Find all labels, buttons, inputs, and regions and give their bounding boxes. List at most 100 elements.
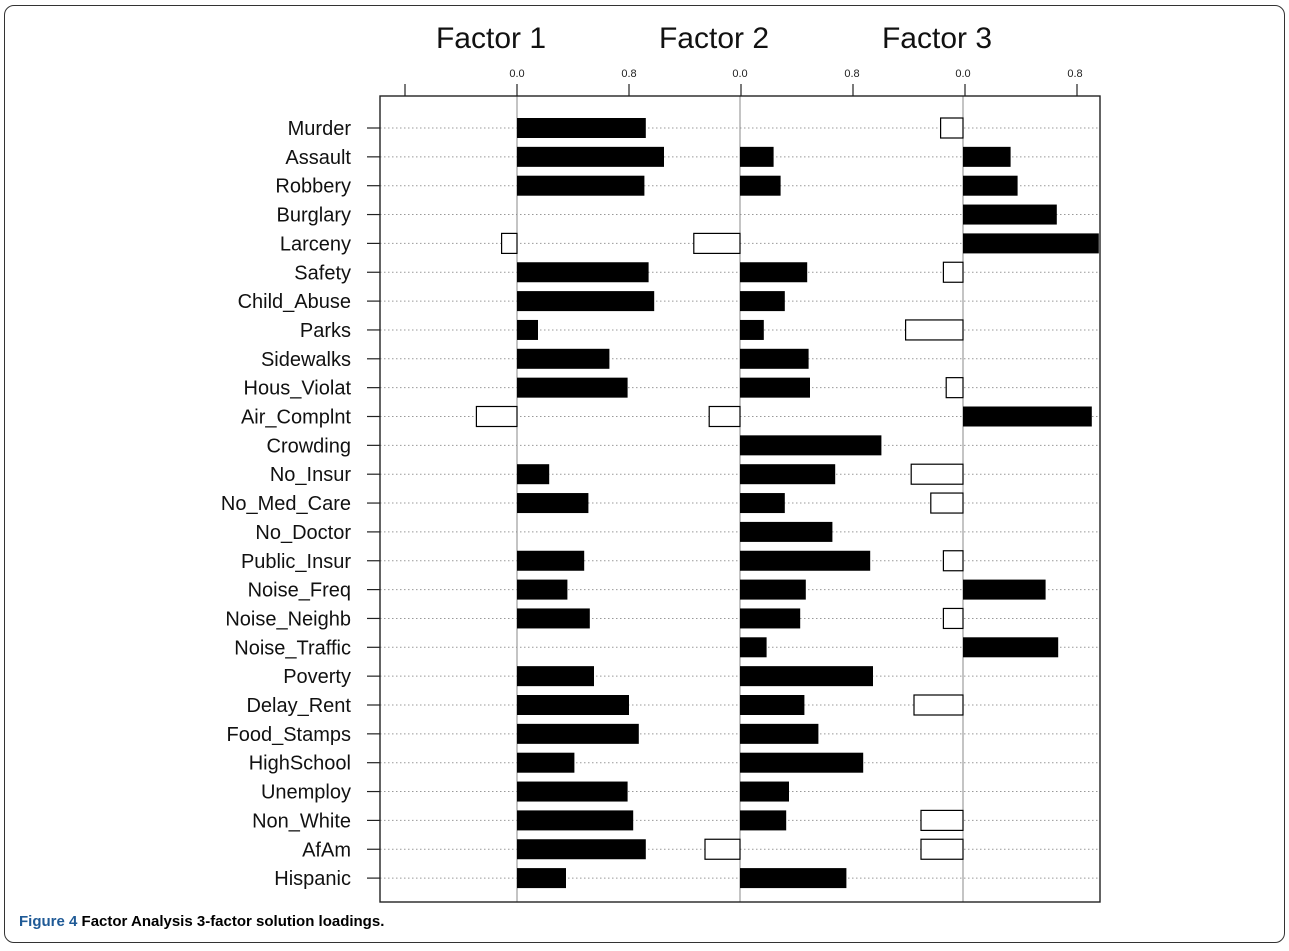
bar-factor-2-no-med-care	[740, 493, 785, 514]
tick-label-factor-2-0-8: 0.8	[844, 68, 859, 80]
bar-factor-1-no-med-care	[517, 493, 589, 514]
figure-label: Figure 4	[19, 913, 78, 930]
bar-factor-3-robbery	[963, 175, 1018, 196]
bar-factor-2-non-white	[740, 810, 787, 831]
bar-factor-1-parks	[517, 319, 538, 340]
bar-factor-3-murder	[939, 117, 964, 139]
bar-factor-1-non-white	[517, 810, 634, 831]
bar-factor-2-food-stamps	[740, 723, 819, 744]
panel-title-factor-1: Factor 1	[436, 22, 546, 55]
bar-factor-2-crowding	[740, 435, 882, 456]
bar-factor-2-sidewalks	[740, 348, 809, 369]
category-label-crowding: Crowding	[267, 435, 351, 457]
bar-factor-3-non-white	[920, 809, 964, 832]
loading-bars	[475, 117, 1099, 889]
bar-factor-1-safety	[517, 262, 649, 283]
bar-factor-1-hous-violat	[517, 377, 628, 398]
bar-factor-2-no-insur	[740, 464, 836, 485]
category-label-assault: Assault	[285, 147, 351, 169]
figure-caption: Figure 4 Factor Analysis 3-factor soluti…	[19, 913, 384, 930]
bar-factor-3-noise-traffic	[963, 637, 1059, 658]
bar-factor-2-poverty	[740, 666, 873, 687]
bar-factor-3-noise-freq	[963, 579, 1046, 600]
tick-label-factor-1-0-8: 0.8	[621, 68, 636, 80]
bar-factor-2-noise-neighb	[740, 608, 801, 629]
bar-factor-2-hous-violat	[740, 377, 810, 398]
category-label-hous-violat: Hous_Violat	[244, 378, 352, 400]
category-label-murder: Murder	[288, 118, 352, 140]
bar-factor-3-no-med-care	[930, 492, 964, 514]
bar-factor-2-noise-traffic	[740, 637, 767, 658]
category-label-public-insur: Public_Insur	[241, 551, 351, 573]
bar-factor-3-air-complnt	[963, 406, 1092, 427]
bar-factor-2-noise-freq	[740, 579, 806, 600]
category-label-food-stamps: Food_Stamps	[226, 724, 351, 746]
bar-factor-2-afam	[704, 838, 741, 860]
tick-label-factor-2-0-0: 0.0	[732, 68, 747, 80]
category-label-larceny: Larceny	[280, 233, 351, 255]
variable-labels: Murder Assault Robbery Burglary Larceny Safet…	[221, 118, 380, 890]
bar-factor-1-robbery	[517, 175, 645, 196]
plot-area	[379, 95, 1101, 903]
category-label-parks: Parks	[300, 320, 351, 342]
bar-factor-1-highschool	[517, 752, 575, 773]
category-label-hispanic: Hispanic	[274, 868, 351, 890]
bar-factor-3-afam	[920, 838, 964, 860]
bar-factor-1-food-stamps	[517, 723, 639, 744]
bar-factor-2-no-doctor	[740, 521, 833, 542]
bar-factor-1-delay-rent	[517, 695, 629, 715]
bar-factor-1-noise-freq	[517, 579, 568, 600]
bar-factor-1-unemploy	[517, 781, 628, 802]
bar-factor-1-larceny	[501, 232, 518, 254]
bar-factor-2-robbery	[740, 175, 781, 196]
category-label-non-white: Non_White	[252, 810, 351, 832]
bar-factor-2-parks	[740, 319, 764, 340]
bar-factor-2-highschool	[740, 752, 864, 773]
bar-factor-2-larceny	[693, 232, 741, 254]
panel-title-factor-2: Factor 2	[659, 22, 769, 55]
figure-frame	[4, 5, 1285, 943]
category-label-no-doctor: No_Doctor	[255, 522, 351, 544]
bar-factor-3-noise-neighb	[942, 607, 964, 630]
bar-factor-1-poverty	[517, 666, 594, 687]
bar-factor-3-public-insur	[942, 550, 964, 572]
bar-factor-3-hous-violat	[945, 377, 964, 399]
category-label-afam: AfAm	[302, 839, 351, 861]
bar-factor-2-air-complnt	[708, 405, 741, 428]
panel-title-factor-3: Factor 3	[882, 22, 992, 55]
bar-factor-1-afam	[517, 839, 646, 860]
tick-label-factor-3-0-8: 0.8	[1067, 68, 1082, 80]
bar-factor-1-air-complnt	[475, 405, 518, 428]
bar-factor-1-assault	[517, 146, 664, 167]
category-label-noise-neighb: Noise_Neighb	[225, 608, 351, 630]
category-label-noise-freq: Noise_Freq	[248, 580, 351, 602]
bar-factor-3-safety	[942, 261, 964, 283]
category-label-poverty: Poverty	[283, 666, 351, 688]
category-label-no-med-care: No_Med_Care	[221, 493, 351, 515]
category-label-safety: Safety	[294, 262, 351, 284]
bar-factor-3-delay-rent	[913, 694, 964, 716]
bar-factor-1-murder	[517, 118, 646, 138]
bar-factor-2-safety	[740, 262, 808, 283]
figure-caption-text: Factor Analysis 3-factor solution loadin…	[81, 913, 385, 930]
bar-factor-2-unemploy	[740, 781, 789, 802]
tick-label-factor-1-0-0: 0.0	[509, 68, 524, 80]
category-label-burglary: Burglary	[277, 205, 351, 227]
bar-factor-3-parks	[904, 319, 964, 341]
category-label-highschool: HighSchool	[249, 753, 351, 775]
category-label-air-complnt: Air_Complnt	[241, 407, 351, 429]
bar-factor-3-assault	[963, 146, 1011, 167]
bar-factor-1-public-insur	[517, 550, 585, 571]
bar-factor-2-child-abuse	[740, 291, 785, 312]
bar-factor-2-assault	[740, 146, 774, 167]
bar-factor-3-no-insur	[910, 463, 964, 485]
bar-factor-1-sidewalks	[517, 348, 610, 369]
top-axis: Factor 1 0.0 0.8 Factor 2 0.0 0.8 Factor 3 0.0 0…	[404, 22, 1083, 96]
bar-factor-3-larceny	[963, 233, 1099, 254]
category-label-no-insur: No_Insur	[270, 464, 351, 486]
bar-factor-2-delay-rent	[740, 695, 805, 715]
category-label-sidewalks: Sidewalks	[261, 349, 351, 371]
bar-factor-2-hispanic	[740, 868, 847, 889]
bar-factor-1-noise-neighb	[517, 608, 590, 629]
tick-label-factor-3-0-0: 0.0	[955, 68, 970, 80]
